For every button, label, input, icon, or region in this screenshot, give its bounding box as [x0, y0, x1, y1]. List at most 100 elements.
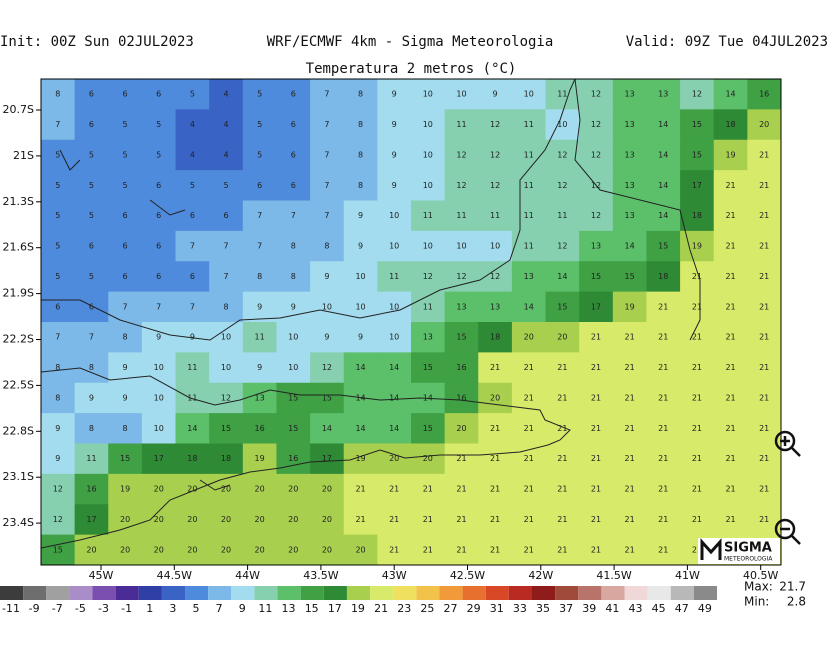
colorbar-swatch — [300, 586, 324, 600]
cell — [41, 443, 76, 475]
cell-value: 21 — [456, 454, 466, 463]
cell-value: 17 — [86, 515, 96, 524]
cell — [612, 79, 647, 110]
cell-value: 21 — [524, 393, 534, 402]
cell — [411, 413, 446, 444]
cell-value: 20 — [187, 515, 197, 524]
cell-value: 10 — [154, 424, 164, 433]
cell — [74, 322, 109, 353]
cell — [74, 473, 109, 505]
cell — [646, 170, 681, 201]
cell — [175, 230, 210, 262]
cell-value: 21 — [725, 211, 735, 220]
cell-value: 15 — [692, 150, 702, 159]
cell-value: 20 — [86, 545, 96, 554]
cell-value: 21 — [692, 302, 702, 311]
cell — [411, 170, 446, 201]
cell-value: 20 — [154, 485, 164, 494]
cell — [579, 534, 614, 566]
cell-value: 21 — [725, 242, 735, 251]
cell-value: 9 — [324, 272, 329, 281]
cell — [680, 230, 715, 262]
cell — [747, 473, 782, 505]
cell — [343, 261, 378, 293]
cell — [747, 109, 782, 141]
colorbar-swatch — [254, 586, 278, 600]
cell — [478, 109, 513, 141]
cell-value: 21 — [759, 363, 769, 372]
cell-value: 21 — [524, 515, 534, 524]
cell-value: 20 — [187, 485, 197, 494]
cell — [276, 170, 311, 201]
cell-value: 12 — [53, 485, 63, 494]
cell — [545, 200, 580, 232]
cell-value: 13 — [625, 211, 635, 220]
colorbar-label: 3 — [169, 602, 176, 615]
cell-value: 12 — [490, 181, 500, 190]
cell — [141, 79, 177, 110]
cell — [310, 473, 345, 505]
cell-value: 21 — [557, 363, 567, 372]
cell — [713, 139, 748, 171]
cell — [377, 139, 412, 171]
lat-label: 23.1S — [3, 470, 34, 483]
colorbar-label: 29 — [467, 602, 481, 615]
cell-value: 9 — [392, 181, 397, 190]
cell-value: 21 — [759, 333, 769, 342]
cell — [411, 534, 446, 566]
logo-sub: METEOROLOGIA — [724, 556, 773, 563]
zoom-out[interactable] — [774, 518, 801, 545]
cell — [478, 443, 513, 475]
cell — [377, 109, 412, 141]
cell — [478, 413, 513, 444]
colorbar-label: 19 — [351, 602, 365, 615]
colorbar-label: 37 — [559, 602, 573, 615]
cell — [175, 504, 210, 536]
cell — [747, 291, 782, 323]
colorbar-label: 25 — [420, 602, 434, 615]
cell — [747, 170, 782, 201]
cell-value: 10 — [557, 120, 567, 129]
colorbar: -11 -9 -7 -5 -3 -1 1 3 5 7 9 11 13 15 17 19 21 23 25 27 29 31… — [0, 586, 718, 615]
cell-value: 9 — [156, 333, 161, 342]
cell — [343, 170, 378, 201]
cell — [343, 109, 378, 141]
cell-value: 11 — [86, 454, 96, 463]
cell — [343, 504, 378, 536]
min-value: 2.8 — [787, 595, 806, 609]
cell-value: 11 — [490, 211, 500, 220]
colorbar-swatch — [647, 586, 671, 600]
cell — [444, 322, 479, 353]
cell-value: 18 — [692, 211, 702, 220]
cell-value: 12 — [591, 90, 601, 99]
zoom-in[interactable] — [774, 430, 801, 457]
cell-value: 12 — [591, 120, 601, 129]
cell — [713, 79, 748, 110]
cell — [377, 382, 412, 414]
colorbar-label: 7 — [216, 602, 223, 615]
cell-value: 7 — [324, 90, 329, 99]
cell-value: 6 — [89, 120, 94, 129]
cell-value: 21 — [456, 545, 466, 554]
cell — [511, 170, 547, 201]
cell-value: 21 — [557, 424, 567, 433]
cell-value: 20 — [255, 545, 265, 554]
colorbar-swatch — [393, 586, 417, 600]
cell-value: 12 — [557, 242, 567, 251]
cell — [310, 413, 345, 444]
cell-value: 21 — [658, 545, 668, 554]
cell-value: 18 — [725, 120, 735, 129]
cell-value: 16 — [456, 363, 466, 372]
cell-value: 21 — [591, 393, 601, 402]
cell — [108, 200, 143, 232]
colorbar-swatch — [208, 586, 232, 600]
cell — [612, 170, 647, 201]
cell-value: 21 — [692, 424, 702, 433]
cell — [242, 79, 277, 110]
cell-value: 13 — [423, 333, 433, 342]
cell — [377, 504, 412, 536]
cell-value: 13 — [625, 120, 635, 129]
cell-value: 14 — [389, 424, 399, 433]
cell-value: 21 — [490, 515, 500, 524]
